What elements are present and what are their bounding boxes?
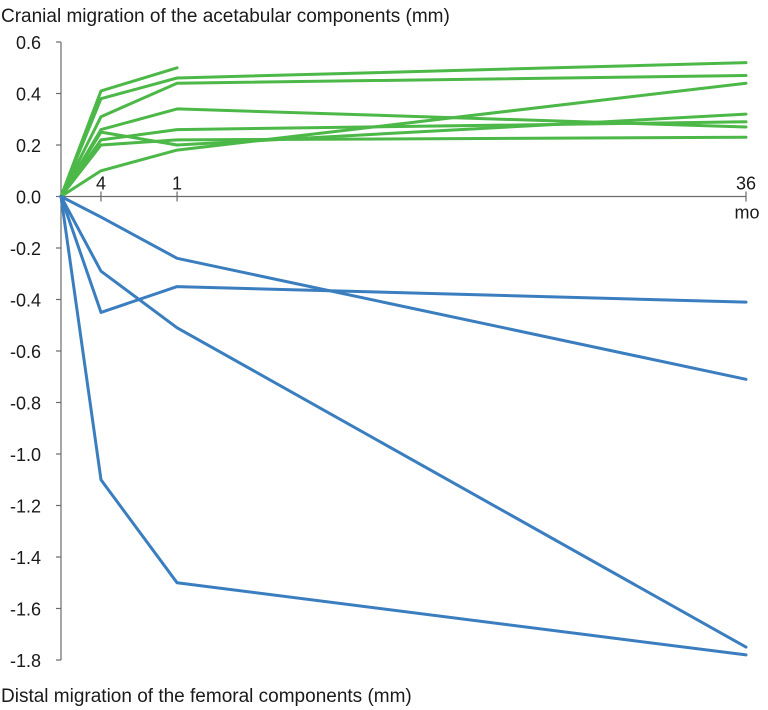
x-tick-label: 1 (172, 174, 182, 194)
x-ticks: 4 1 36 (96, 174, 756, 202)
y-tick-label: -0.2 (10, 239, 41, 259)
series-line-acetabular-8 (59, 81, 748, 198)
y-tick-label: -1.8 (10, 651, 41, 671)
y-tick-label: -0.4 (10, 291, 41, 311)
x-unit-label: mo (734, 203, 759, 223)
y-tick-label: -0.8 (10, 394, 41, 414)
y-tick-label: 0.6 (16, 33, 41, 53)
acetabular-series-group (59, 61, 748, 198)
series-line-femoral-3 (59, 195, 748, 649)
series-line-acetabular-6 (59, 120, 748, 198)
series-line-femoral-1 (59, 195, 748, 381)
y-tick-label: -1.4 (10, 548, 41, 568)
chart-title: Cranial migration of the acetabular comp… (1, 6, 450, 27)
y-tick-label: -1.2 (10, 497, 41, 517)
x-tick-label: 4 (96, 174, 106, 194)
bottom-axis-title: Distal migration of the femoral componen… (1, 686, 412, 707)
series-line-acetabular-5 (59, 112, 748, 198)
series-line-femoral-4 (59, 195, 748, 657)
y-ticks: 0.6 0.4 0.2 0.0 -0.2 -0.4 -0.6 -0.8 -1.0 -1.2 -1.4… (10, 33, 61, 671)
y-tick-label: 0.0 (16, 188, 41, 208)
series-line-acetabular-7 (59, 135, 748, 198)
y-tick-label: -1.0 (10, 445, 41, 465)
series-line-acetabular-2 (59, 61, 748, 198)
y-tick-label: 0.2 (16, 136, 41, 156)
y-tick-label: -0.6 (10, 342, 41, 362)
y-tick-label: -1.6 (10, 600, 41, 620)
y-tick-label: 0.4 (16, 85, 41, 105)
series-line-femoral-2 (59, 195, 748, 314)
x-tick-label: 36 (736, 174, 756, 194)
series-line-acetabular-3 (59, 74, 748, 198)
femoral-series-group (59, 195, 748, 657)
